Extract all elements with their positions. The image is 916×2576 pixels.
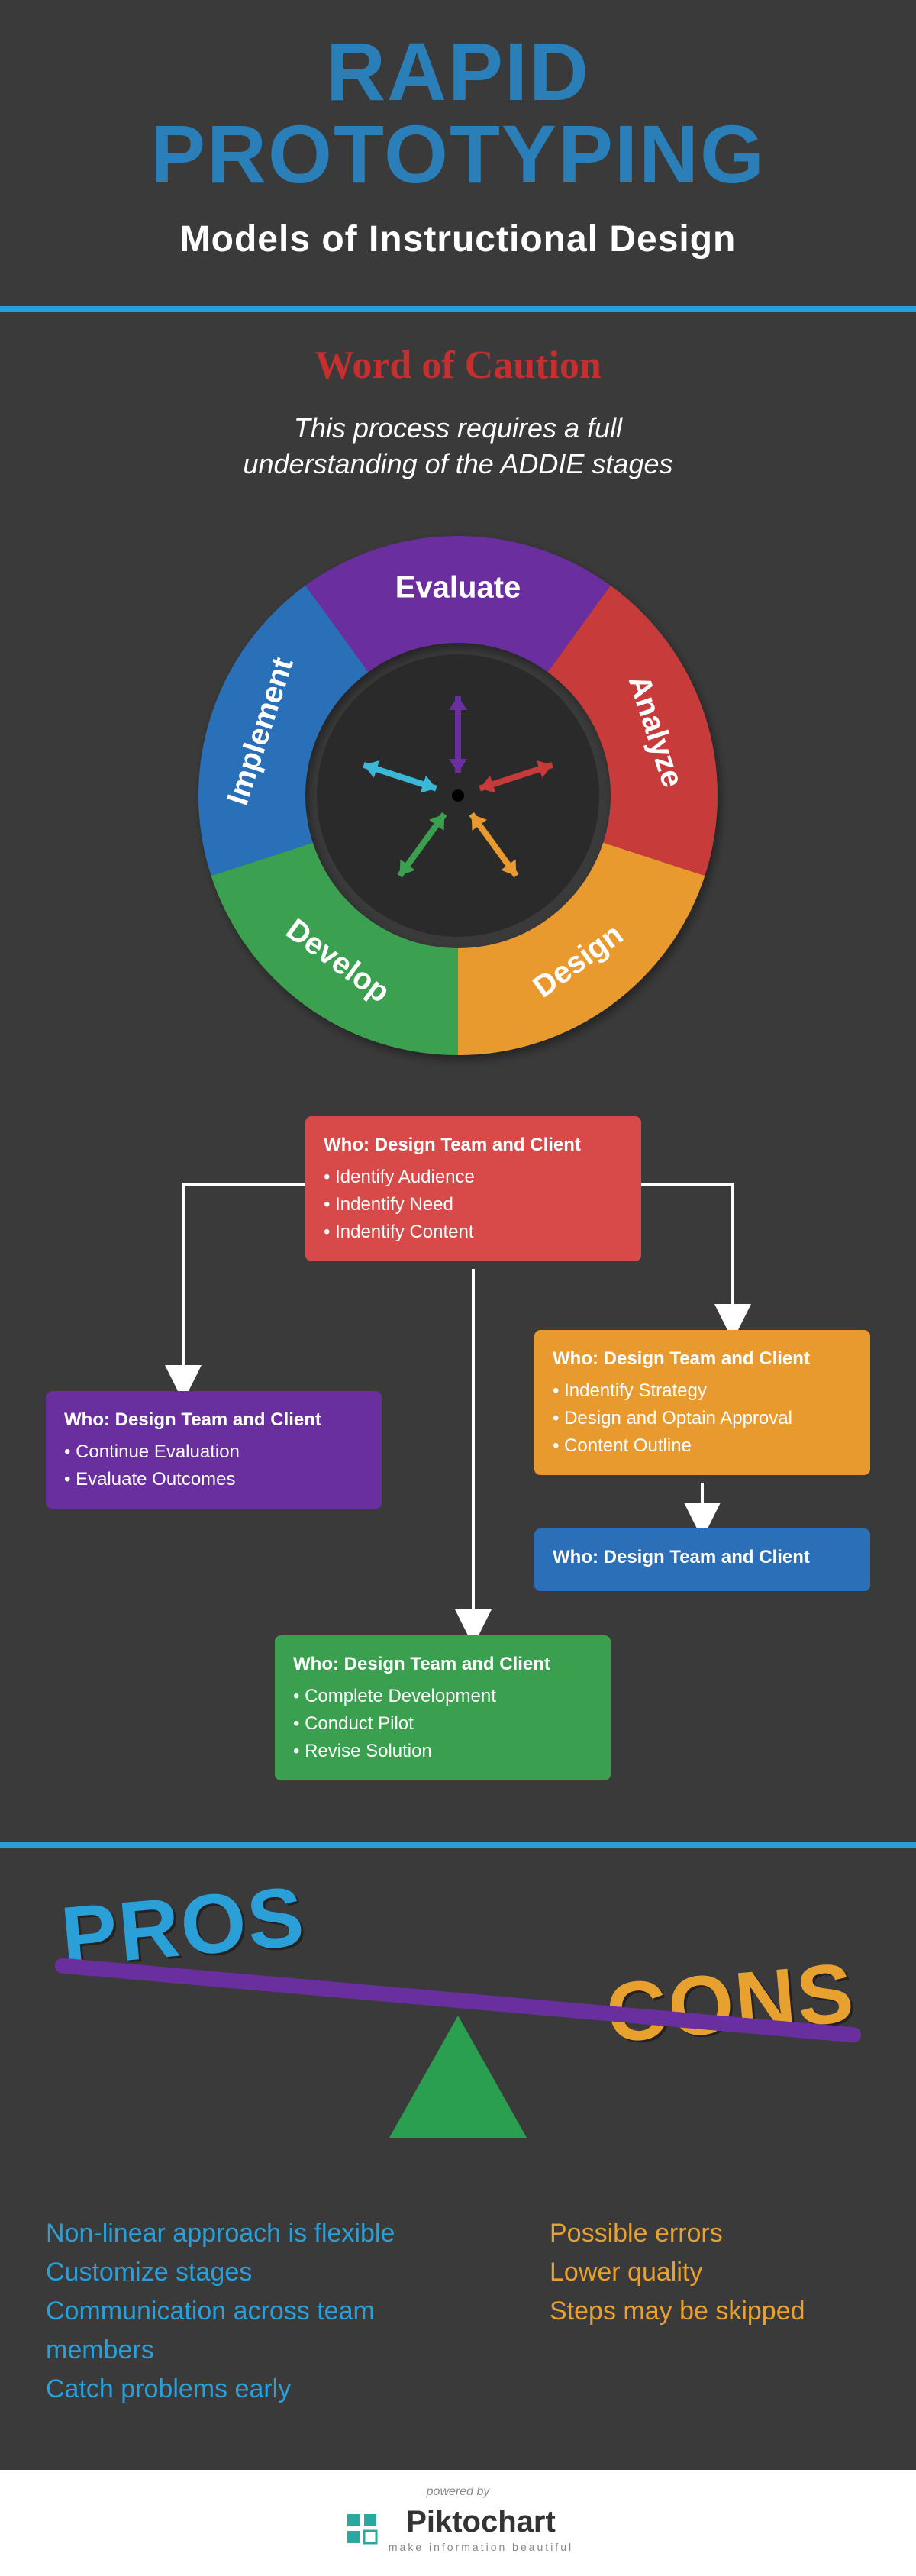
flow-item: Indentify Content [324,1219,623,1246]
addie-cycle: AnalyzeDesignDevelopImplementEvaluate [183,521,733,1070]
caution-line2: understanding of the ADDIE stages [243,448,672,479]
flow-box-implement: Who: Design Team and Client [534,1528,870,1591]
caution-text: This process requires a full understandi… [0,411,916,483]
footer-powered: powered by [0,2485,916,2499]
header: RAPID PROTOTYPING Models of Instructiona… [0,0,916,283]
flow-who: Who: Design Team and Client [553,1345,852,1373]
pros-item: Customize stages [46,2253,458,2292]
flow-item: Complete Development [293,1683,592,1710]
caution-title: Word of Caution [0,343,916,388]
pros-item: Communication across team members [46,2292,458,2370]
cycle-label: Evaluate [395,570,521,604]
flow-area: Who: Design Team and Client Identify Aud… [46,1116,870,1819]
main-title: RAPID PROTOTYPING [15,31,901,195]
flow-who: Who: Design Team and Client [293,1651,592,1678]
flow-item: Evaluate Outcomes [64,1466,363,1493]
flow-item: Continue Evaluation [64,1438,363,1466]
flow-who: Who: Design Team and Client [553,1544,852,1571]
page: RAPID PROTOTYPING Models of Instructiona… [0,0,916,2576]
cons-item: Steps may be skipped [550,2292,870,2331]
footer-tagline: make information beautiful [389,2541,573,2553]
cons-item: Lower quality [550,2253,870,2292]
flow-item: Indentify Need [324,1191,623,1219]
piktochart-logo-icon [343,2510,381,2548]
proscons-section: PROS CONS Non-linear approach is flexibl… [0,1878,916,2439]
flow-box-develop: Who: Design Team and Client Complete Dev… [275,1635,611,1780]
flow-item: Indentify Strategy [553,1377,852,1405]
flow-item: Identify Audience [324,1164,623,1191]
cycle-svg: AnalyzeDesignDevelopImplementEvaluate [183,521,733,1070]
caution-line1: This process requires a full [294,412,622,444]
seesaw-fulcrum [389,2016,527,2138]
flow-items: Continue Evaluation Evaluate Outcomes [64,1438,363,1493]
flow-items: Identify Audience Indentify Need Indenti… [324,1164,623,1246]
proscons-lists: Non-linear approach is flexible Customiz… [46,2214,870,2409]
subtitle: Models of Instructional Design [15,218,901,260]
footer-brand: Piktochart make information beautiful [343,2505,573,2553]
flow-who: Who: Design Team and Client [324,1131,623,1159]
flow-item: Design and Optain Approval [553,1405,852,1432]
cycle-center-dot [452,789,464,802]
flow-items: Indentify Strategy Design and Optain App… [553,1377,852,1460]
footer: powered by Piktochart make information b… [0,2470,916,2576]
flow-box-design: Who: Design Team and Client Indentify St… [534,1330,870,1475]
flow-box-analyze: Who: Design Team and Client Identify Aud… [305,1116,641,1261]
cons-list: Possible errors Lower quality Steps may … [550,2214,870,2409]
pros-item: Catch problems early [46,2370,458,2409]
seesaw: PROS CONS [46,1878,870,2168]
flow-item: Content Outline [553,1432,852,1460]
footer-brand-text: Piktochart [389,2505,573,2539]
flow-items: Complete Development Conduct Pilot Revis… [293,1683,592,1765]
divider [0,1842,916,1848]
flow-box-evaluate: Who: Design Team and Client Continue Eva… [46,1391,382,1509]
cons-item: Possible errors [550,2214,870,2253]
pros-item: Non-linear approach is flexible [46,2214,458,2253]
flow-who: Who: Design Team and Client [64,1406,363,1434]
flow-item: Conduct Pilot [293,1710,592,1738]
flow-item: Revise Solution [293,1738,592,1765]
pros-list: Non-linear approach is flexible Customiz… [46,2214,458,2409]
divider [0,306,916,312]
cons-label: CONS [602,1944,859,2062]
